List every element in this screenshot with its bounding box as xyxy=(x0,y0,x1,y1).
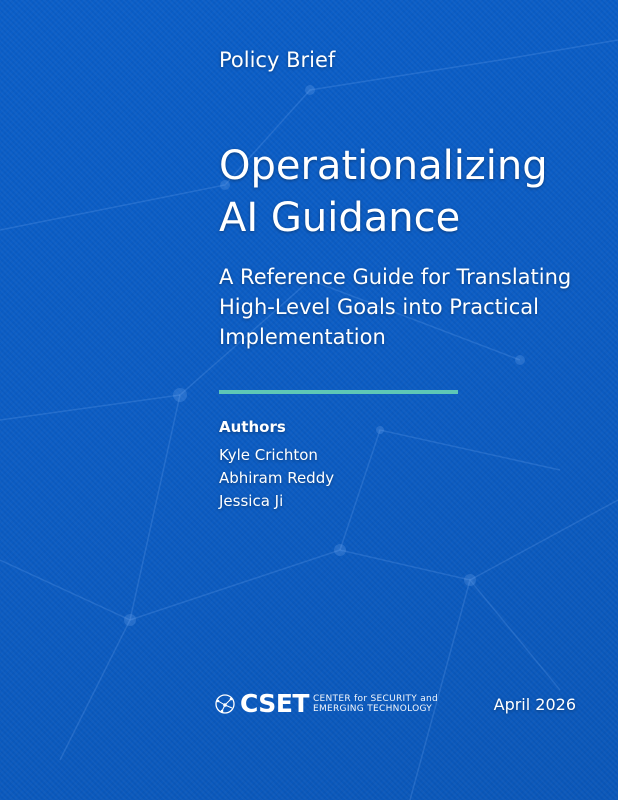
publication-date: April 2026 xyxy=(493,695,576,714)
title-line: Operationalizing xyxy=(219,143,548,189)
document-title: Operationalizing AI Guidance xyxy=(219,140,548,244)
accent-divider xyxy=(219,390,458,394)
subtitle-line: Implementation xyxy=(219,325,386,349)
logo-full-name: CENTER for SECURITY and EMERGING TECHNOL… xyxy=(313,694,438,714)
logo-wordmark: CSET xyxy=(240,689,309,718)
author-name: Abhiram Reddy xyxy=(219,469,335,487)
document-subtitle: A Reference Guide for Translating High-L… xyxy=(219,262,571,352)
authors-list: Kyle Crichton Abhiram Reddy Jessica Ji xyxy=(219,444,334,513)
globe-network-icon xyxy=(215,693,235,714)
authors-heading: Authors xyxy=(219,418,286,436)
title-line: AI Guidance xyxy=(219,195,461,241)
author-name: Kyle Crichton xyxy=(219,446,318,464)
logo-line: CENTER for SECURITY and xyxy=(312,693,439,704)
logo-line: EMERGING TECHNOLOGY xyxy=(312,703,433,714)
cset-logo: CSET CENTER for SECURITY and EMERGING TE… xyxy=(214,689,438,718)
subtitle-line: High-Level Goals into Practical xyxy=(219,295,539,319)
document-type-label: Policy Brief xyxy=(219,48,336,72)
subtitle-line: A Reference Guide for Translating xyxy=(219,265,572,289)
author-name: Jessica Ji xyxy=(219,492,284,510)
